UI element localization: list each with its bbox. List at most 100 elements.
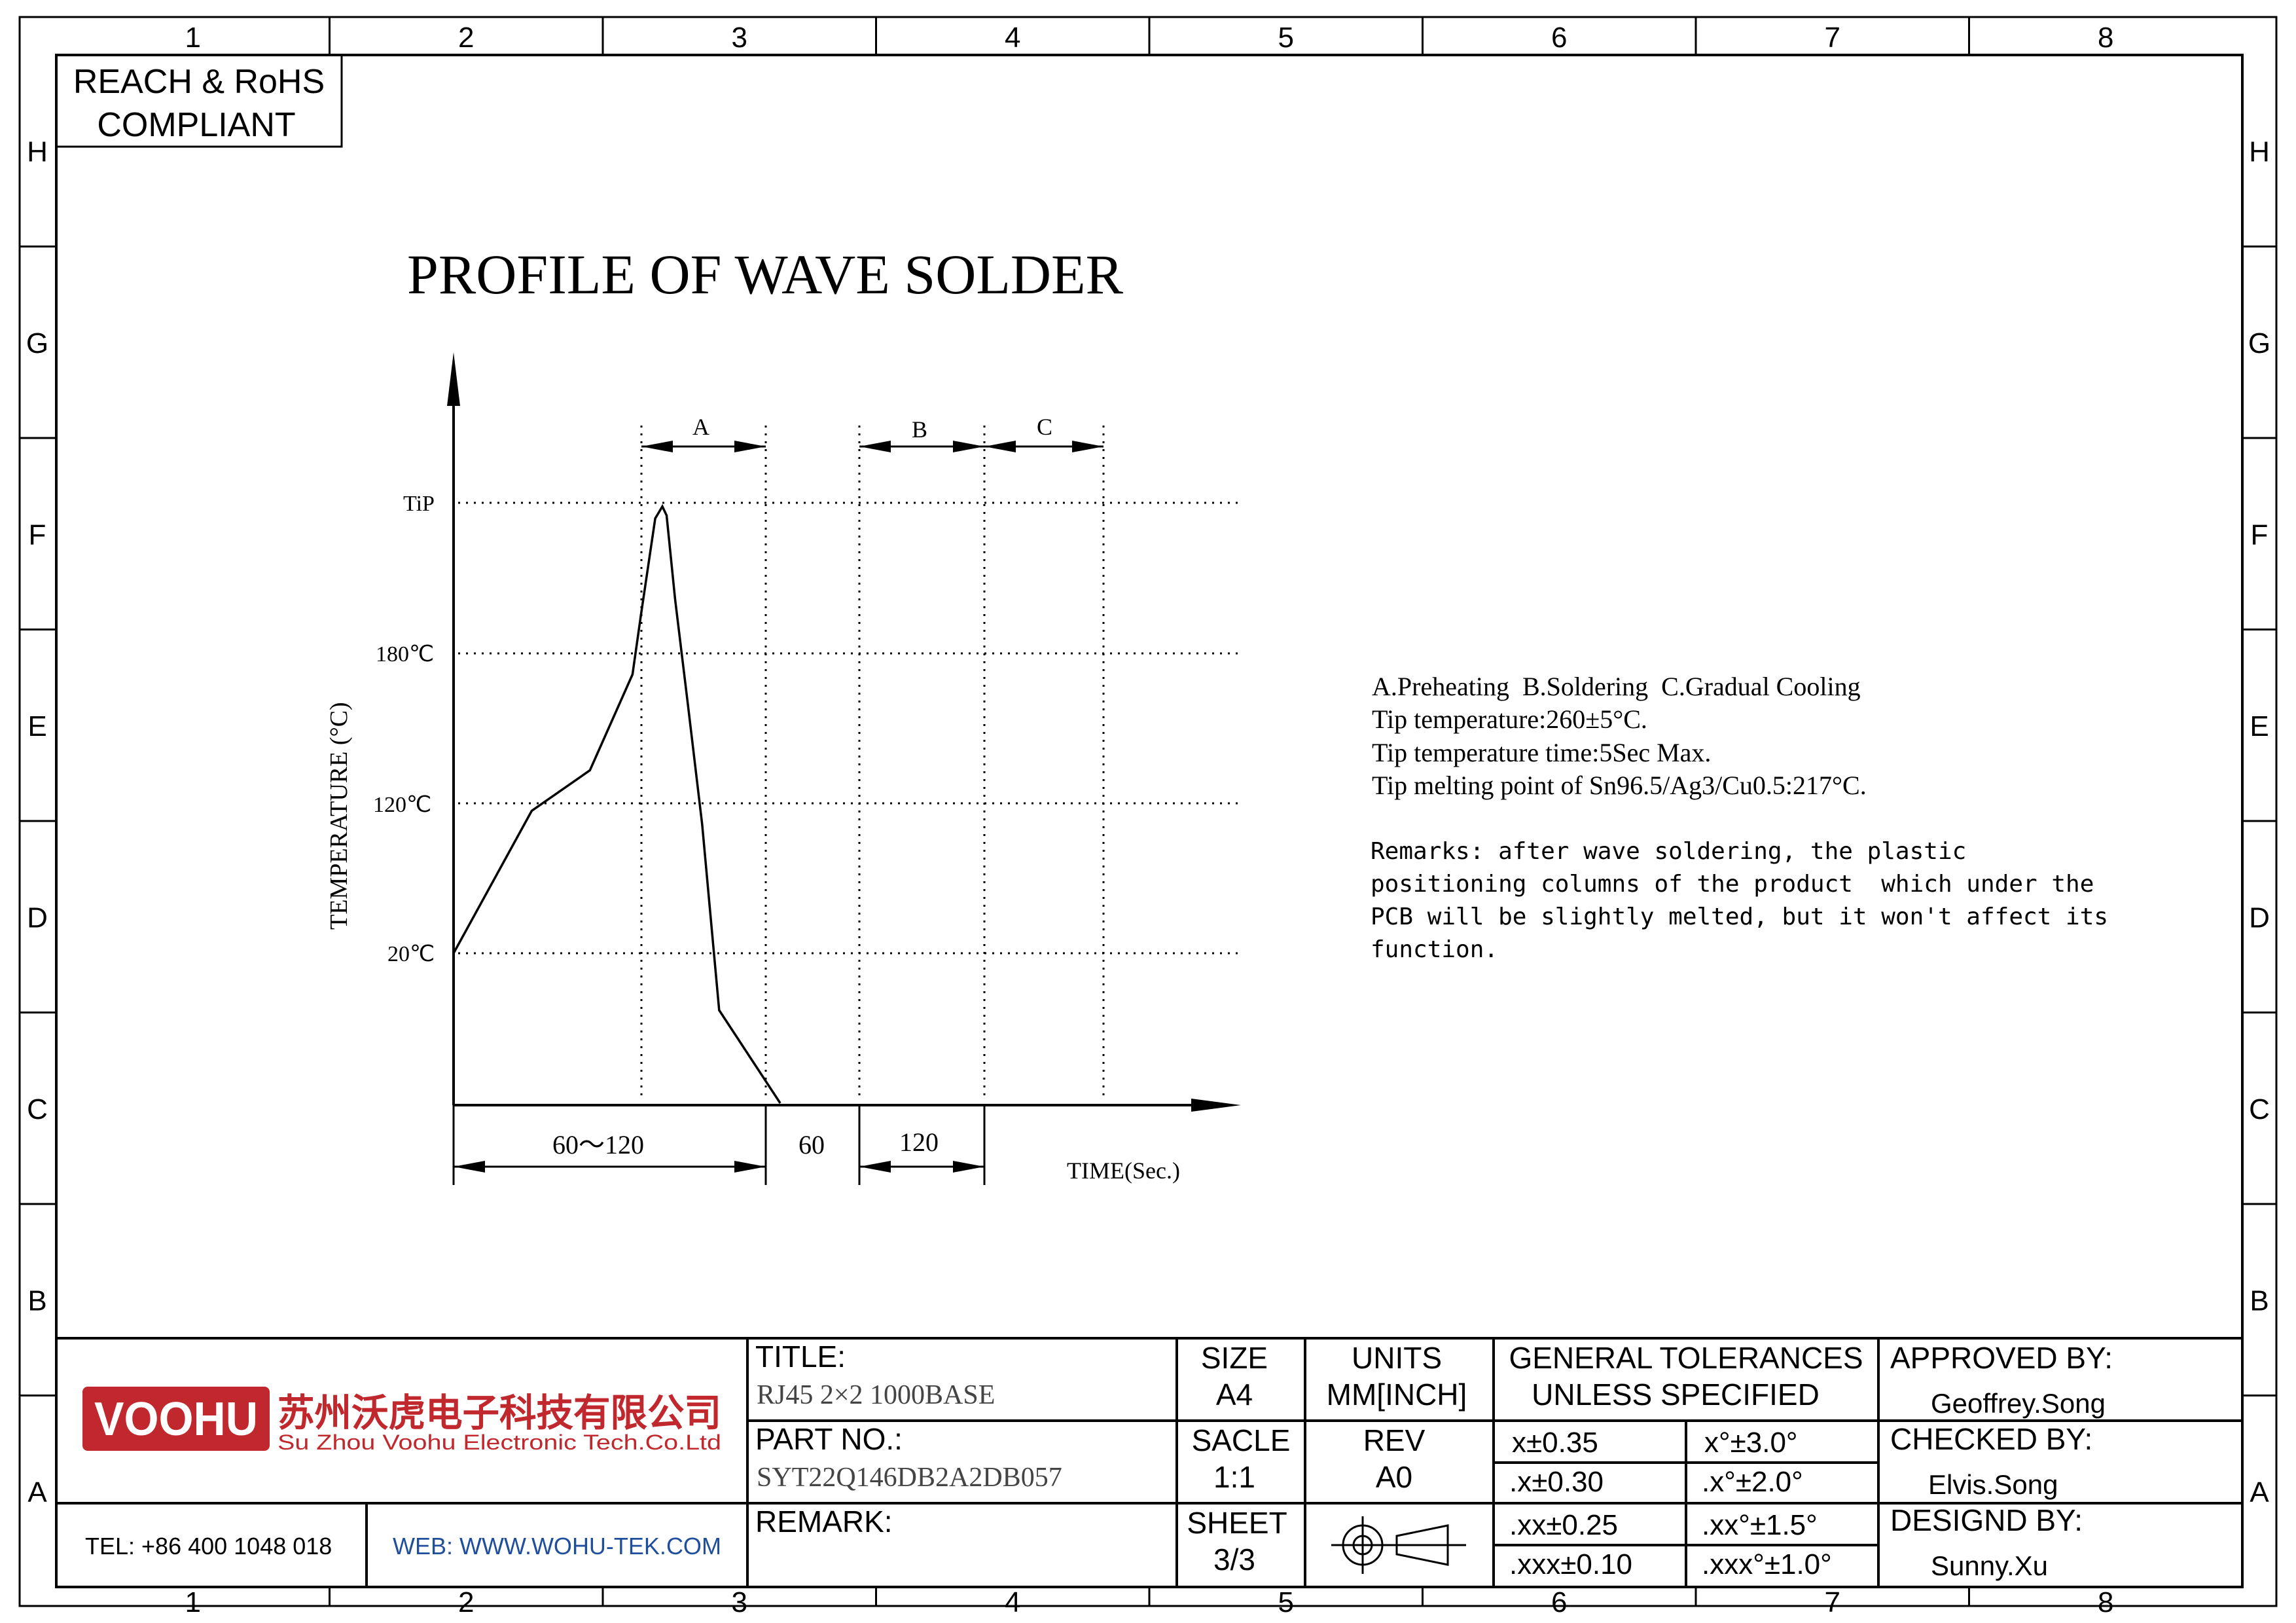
tolerance-linear-3: .xx±0.25 <box>1509 1509 1618 1541</box>
compliance-box: REACH & RoHS COMPLIANT <box>55 54 343 148</box>
zone-row-label-right: A <box>2250 1476 2269 1508</box>
zone-grid: 1 1 2 2 3 3 4 4 5 5 6 6 7 7 8 8 H H G G F F E E D D C C B B A A <box>20 17 2276 1618</box>
part-value: SYT22Q146DB2A2DB057 <box>757 1463 1062 1493</box>
zone-row-label-left: H <box>27 136 48 168</box>
note-line-3: Tip temperature time:5Sec Max. <box>1372 738 1711 767</box>
note-line-1: A.Preheating B.Soldering C.Gradual Cooli… <box>1372 672 1861 701</box>
y-axis-label: TEMPERATURE (°C) <box>325 702 353 930</box>
size-label: SIZE <box>1201 1341 1268 1375</box>
y-tick-label-tip: TiP <box>403 492 435 516</box>
wave-solder-chart: TiP 180℃ 120℃ 20℃ TEMPERATURE (°C) A B C <box>325 352 1244 1185</box>
company-name-cn: 苏州沃虎电子科技有限公司 <box>278 1392 721 1434</box>
tolerance-angular-2: .x°±2.0° <box>1702 1466 1803 1498</box>
zone-row-label-right: C <box>2249 1093 2270 1125</box>
zone-row-label-left: G <box>26 327 48 359</box>
y-axis-arrow <box>447 352 460 406</box>
profile-curve <box>452 503 781 1104</box>
zone-column-label-top: 4 <box>1005 22 1020 54</box>
sheet-value: 3/3 <box>1213 1542 1255 1577</box>
phase-label-a: A <box>692 414 709 440</box>
y-tick-label-120: 120℃ <box>373 793 431 817</box>
zone-row-label-left: E <box>27 710 46 742</box>
approved-label: APPROVED BY: <box>1890 1341 2113 1375</box>
tolerance-linear-2: .x±0.30 <box>1509 1466 1604 1498</box>
zone-row-label-left: A <box>27 1476 47 1508</box>
phase-label-c: C <box>1037 414 1052 440</box>
y-tick-label-180: 180℃ <box>376 642 434 666</box>
zone-column-label-bottom: 5 <box>1278 1586 1294 1618</box>
zone-column-label-top: 7 <box>1825 22 1840 54</box>
zone-row-label-left: B <box>27 1285 46 1317</box>
zone-column-label-top: 2 <box>458 22 474 54</box>
scale-label: SACLE <box>1192 1423 1291 1457</box>
zone-row-label-right: F <box>2251 519 2269 551</box>
zone-row-label-right: G <box>2248 327 2270 359</box>
compliance-line1: REACH & RoHS <box>73 63 325 101</box>
zone-column-label-top: 1 <box>185 22 201 54</box>
tolerance-angular-4: .xxx°±1.0° <box>1702 1548 1832 1580</box>
designed-label: DESIGND BY: <box>1890 1503 2083 1537</box>
checked-name: Elvis.Song <box>1928 1469 2058 1500</box>
zone-row-label-right: H <box>2249 136 2270 168</box>
tel-text: TEL: +86 400 1048 018 <box>85 1533 332 1559</box>
time-span-1: 60～120 <box>552 1130 644 1159</box>
scale-value: 1:1 <box>1213 1460 1255 1494</box>
zone-column-label-bottom: 4 <box>1005 1586 1020 1618</box>
rev-value: A0 <box>1376 1460 1412 1494</box>
zone-row-label-left: F <box>29 519 46 551</box>
time-dimensions <box>452 1105 986 1185</box>
zone-row-label-right: E <box>2250 710 2269 742</box>
zone-column-label-top: 8 <box>2098 22 2113 54</box>
remark-label: REMARK: <box>755 1504 893 1539</box>
sheet-label: SHEET <box>1187 1506 1287 1540</box>
designed-name: Sunny.Xu <box>1931 1550 2048 1581</box>
zone-row-label-left: D <box>27 902 48 934</box>
zone-column-label-bottom: 7 <box>1825 1586 1840 1618</box>
title-block <box>56 1337 2242 1587</box>
projection-symbol-icon <box>1331 1516 1466 1574</box>
remark-line-3: PCB will be slightly melted, but it won'… <box>1371 903 2108 930</box>
tolerance-title-2: UNLESS SPECIFIED <box>1532 1377 1820 1412</box>
tolerance-angular-1: x°±3.0° <box>1704 1427 1798 1459</box>
units-value: MM[INCH] <box>1327 1377 1467 1412</box>
title-value: RJ45 2×2 1000BASE <box>757 1380 995 1410</box>
zone-column-label-bottom: 3 <box>732 1586 747 1618</box>
time-span-2: 60 <box>798 1130 825 1159</box>
web-link[interactable]: WEB: WWW.WOHU-TEK.COM <box>393 1533 721 1559</box>
note-line-2: Tip temperature:260±5°C. <box>1372 704 1647 734</box>
notes-block: A.Preheating B.Soldering C.Gradual Cooli… <box>1371 672 2108 963</box>
tolerance-linear-4: .xxx±0.10 <box>1509 1548 1632 1580</box>
x-axis-label: TIME(Sec.) <box>1067 1158 1180 1184</box>
x-axis-arrow <box>1191 1099 1241 1112</box>
remark-line-1: Remarks: after wave soldering, the plast… <box>1371 838 1966 865</box>
tolerance-angular-3: .xx°±1.5° <box>1702 1509 1818 1541</box>
zone-column-label-top: 6 <box>1551 22 1567 54</box>
temperature-gridlines <box>458 501 1244 955</box>
approved-name: Geoffrey.Song <box>1931 1388 2106 1419</box>
rev-label: REV <box>1363 1423 1426 1457</box>
zone-column-label-bottom: 2 <box>458 1586 474 1618</box>
logo-text: VOOHU <box>94 1393 258 1446</box>
tolerance-title-1: GENERAL TOLERANCES <box>1509 1341 1863 1375</box>
title-label: TITLE: <box>755 1340 846 1374</box>
phase-arrows <box>641 441 1103 452</box>
time-span-3: 120 <box>899 1127 939 1157</box>
zone-column-label-bottom: 6 <box>1551 1586 1567 1618</box>
company-logo: VOOHU <box>82 1387 270 1451</box>
outer-border <box>18 16 2278 1607</box>
zone-column-label-top: 5 <box>1278 22 1294 54</box>
note-line-4: Tip melting point of Sn96.5/Ag3/Cu0.5:21… <box>1372 771 1867 800</box>
chart-title: PROFILE OF WAVE SOLDER <box>407 243 1124 306</box>
zone-column-label-top: 3 <box>732 22 747 54</box>
remark-line-4: function. <box>1371 936 1498 963</box>
checked-label: CHECKED BY: <box>1890 1422 2092 1456</box>
y-tick-label-20: 20℃ <box>387 942 435 966</box>
zone-row-label-right: D <box>2249 902 2270 934</box>
part-label: PART NO.: <box>755 1422 903 1456</box>
phase-label-b: B <box>912 416 927 443</box>
company-name-en: Su Zhou Voohu Electronic Tech.Co.Ltd <box>278 1431 721 1454</box>
zone-column-label-bottom: 8 <box>2098 1586 2113 1618</box>
size-value: A4 <box>1216 1377 1253 1412</box>
zone-row-label-left: C <box>27 1093 48 1125</box>
